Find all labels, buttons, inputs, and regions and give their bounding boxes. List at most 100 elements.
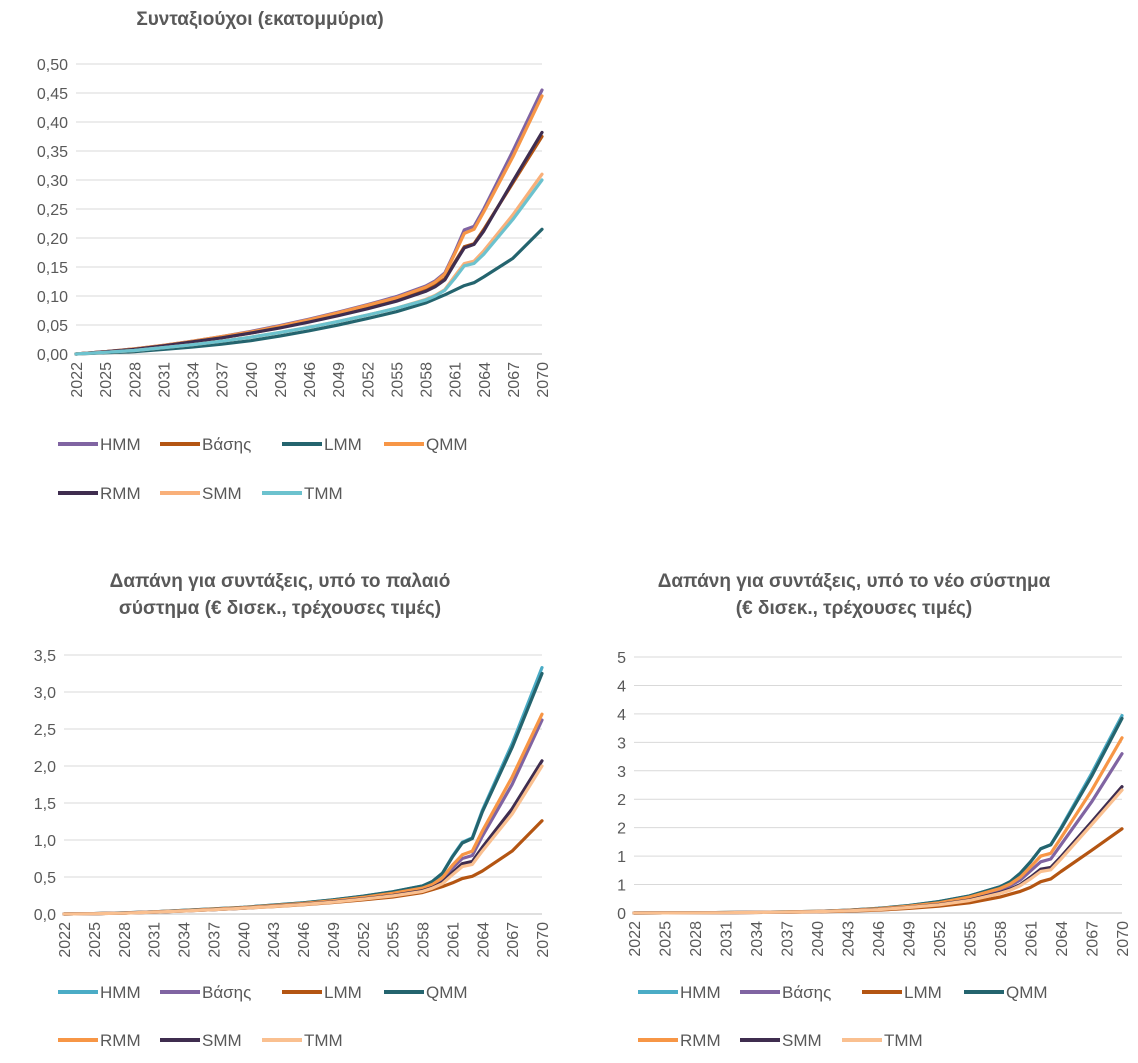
y-tick-label: 1,5	[34, 796, 56, 813]
x-tick-label: 2043	[273, 362, 290, 398]
x-tick-label: 2034	[186, 362, 203, 398]
series-line-TMM	[74, 178, 544, 356]
x-tick-label: 2067	[505, 922, 522, 958]
y-tick-label: 3	[617, 735, 626, 752]
legend-label: HMM	[680, 983, 721, 1002]
legend-label: LMM	[324, 983, 362, 1002]
x-tick-label: 2037	[215, 362, 232, 398]
x-tick-label: 2055	[389, 362, 406, 398]
legend-label: SMM	[202, 1031, 242, 1050]
y-tick-label: 4	[617, 707, 626, 724]
series-line-Βάσης	[62, 718, 544, 916]
series-line-RMM	[632, 736, 1124, 915]
y-tick-label: 0,30	[37, 173, 68, 190]
series-line-LMM	[74, 227, 544, 356]
x-tick-label: 2046	[871, 921, 888, 957]
y-tick-label: 0,35	[37, 144, 68, 161]
x-tick-label: 2049	[326, 922, 343, 958]
y-tick-label: 1,0	[34, 833, 56, 850]
legend-label: RMM	[680, 1031, 721, 1050]
x-tick-label: 2031	[156, 362, 173, 398]
legend-label: QMM	[1006, 983, 1048, 1002]
y-tick-label: 4	[617, 678, 626, 695]
x-tick-label: 2046	[302, 362, 319, 398]
legend-label: Βάσης	[202, 435, 251, 454]
x-tick-label: 2052	[360, 362, 377, 398]
series-line-QMM	[632, 716, 1124, 915]
legend-label: TMM	[304, 484, 343, 503]
x-tick-label: 2049	[331, 362, 348, 398]
legend-label: RMM	[100, 1031, 141, 1050]
x-tick-label: 2064	[477, 362, 494, 398]
y-tick-label: 0,05	[37, 318, 68, 335]
y-tick-label: 1	[617, 849, 626, 866]
chart-title: Δαπάνη για συντάξεις, υπό το παλαιό σύστ…	[109, 571, 451, 619]
legend-label: HMM	[100, 435, 141, 454]
legend-label: Βάσης	[782, 983, 831, 1002]
x-tick-label: 2049	[902, 921, 919, 957]
y-tick-label: 5	[617, 650, 626, 667]
chart-expenditure-new-system-svg: 0 1 1 2 2 3 3 4 4 5 2022 2025 2028 2031 2034 2037 2040 20…	[617, 650, 1132, 1050]
x-tick-label: 2025	[98, 362, 115, 398]
x-tick-label: 2067	[506, 362, 523, 398]
y-tick-label: 0,45	[37, 86, 68, 103]
x-tick-label: 2037	[780, 921, 797, 957]
y-tick-label: 0,40	[37, 115, 68, 132]
y-tick-label: 0,25	[37, 202, 68, 219]
chart-title: Δαπάνη για συντάξεις, υπό το νέο σύστημα…	[657, 571, 1051, 619]
series-line-TMM	[632, 788, 1124, 915]
y-tick-label: 0,10	[37, 289, 68, 306]
x-tick-label: 2031	[719, 921, 736, 957]
series-line-QMM	[74, 94, 544, 356]
x-tick-label: 2022	[627, 921, 644, 957]
x-tick-label: 2052	[356, 922, 373, 958]
y-tick-label: 1	[617, 878, 626, 895]
x-tick-label: 2040	[244, 362, 261, 398]
x-tick-label: 2067	[1085, 921, 1102, 957]
series-line-LMM	[62, 819, 544, 916]
legend-label: QMM	[426, 983, 468, 1002]
x-tick-label: 2064	[1054, 921, 1071, 957]
y-tick-label: 0,0	[34, 907, 56, 924]
x-tick-label: 2043	[841, 921, 858, 957]
legend-label: RMM	[100, 484, 141, 503]
x-tick-label: 2034	[749, 921, 766, 957]
x-tick-label: 2028	[127, 362, 144, 398]
x-tick-label: 2025	[87, 922, 104, 958]
x-tick-label: 2070	[535, 362, 552, 398]
x-tick-label: 2043	[266, 922, 283, 958]
legend-label: TMM	[304, 1031, 343, 1050]
y-tick-label: 3,5	[34, 648, 56, 665]
y-tick-label: 2	[617, 821, 626, 838]
legend-label: SMM	[782, 1031, 822, 1050]
legend-label: TMM	[884, 1031, 923, 1050]
x-tick-label: 2034	[177, 922, 194, 958]
x-tick-label: 2055	[386, 922, 403, 958]
chart-pensioners-svg: 0,00 0,05 0,10 0,15 0,20 0,25 0,30 0,35 0,40 0,45…	[37, 57, 552, 503]
series-line-RMM	[62, 712, 544, 916]
x-tick-label: 2058	[416, 922, 433, 958]
series-line-Βάσης	[632, 752, 1124, 915]
x-tick-label: 2055	[963, 921, 980, 957]
y-tick-label: 0,15	[37, 260, 68, 277]
series-line-TMM	[62, 764, 544, 916]
y-tick-label: 3	[617, 764, 626, 781]
x-tick-label: 2070	[1115, 921, 1132, 957]
series-line-HMM	[632, 714, 1124, 915]
y-tick-label: 2,0	[34, 759, 56, 776]
x-tick-label: 2064	[475, 922, 492, 958]
x-tick-label: 2061	[1024, 921, 1041, 957]
y-tick-label: 0	[617, 906, 626, 923]
legend-label: HMM	[100, 983, 141, 1002]
x-tick-label: 2052	[932, 921, 949, 957]
x-tick-label: 2022	[57, 922, 74, 958]
chart-expenditure-new-system: Δαπάνη για συντάξεις, υπό το νέο σύστημα…	[570, 560, 1138, 1063]
y-tick-label: 0,5	[34, 870, 56, 887]
x-tick-label: 2061	[448, 362, 465, 398]
x-tick-label: 2040	[236, 922, 253, 958]
legend-label: LMM	[324, 435, 362, 454]
x-tick-label: 2058	[419, 362, 436, 398]
y-tick-label: 2,5	[34, 722, 56, 739]
x-tick-label: 2028	[117, 922, 134, 958]
y-tick-label: 3,0	[34, 685, 56, 702]
